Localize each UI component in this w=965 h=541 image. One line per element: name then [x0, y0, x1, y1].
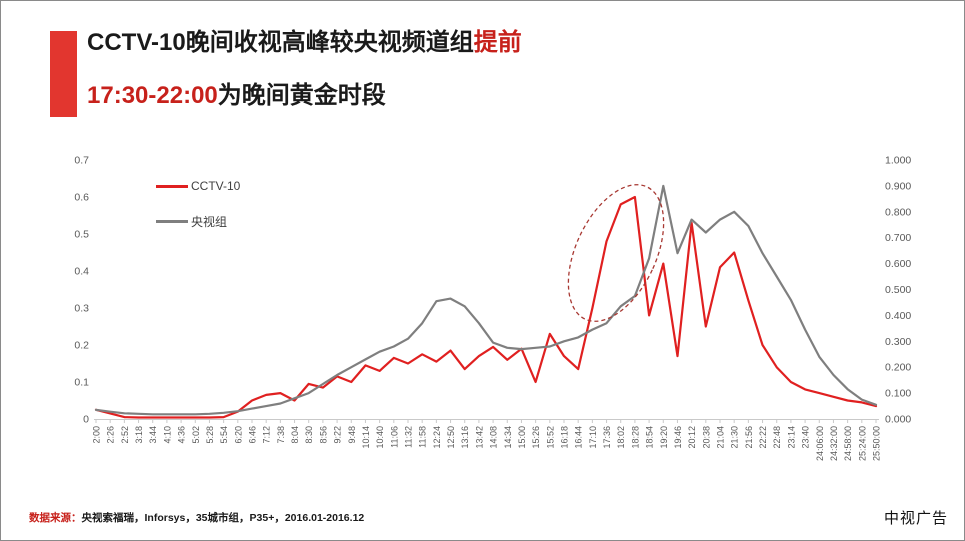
right-axis-tick-label: 0.400	[885, 310, 911, 322]
right-axis-tick-label: 1.000	[885, 155, 911, 167]
right-axis-tick-label: 0.800	[885, 206, 911, 218]
title-line-1: CCTV-10晚间收视高峰较央视频道组提前	[87, 28, 522, 58]
x-tick-label: 8:56	[318, 426, 328, 444]
x-tick-label: 12:24	[432, 426, 442, 449]
cctv10-series-line	[94, 195, 878, 419]
x-tick-label: 9:22	[333, 426, 343, 444]
title-line1-black: CCTV-10晚间收视高峰较央视频道组	[87, 29, 474, 56]
x-tick-label: 25:24:00	[857, 426, 867, 461]
x-tick-label: 15:00	[517, 426, 527, 449]
x-tick-label: 24:58:00	[843, 426, 853, 461]
x-tick-label: 7:38	[276, 426, 286, 444]
x-tick-label: 5:54	[219, 426, 229, 444]
x-tick-label: 11:32	[404, 426, 414, 448]
x-tick-label: 19:20	[659, 426, 669, 449]
x-tick-label: 23:40	[801, 426, 811, 449]
right-axis-tick-label: 0.700	[885, 232, 911, 244]
data-source-prefix: 数据来源：	[29, 512, 82, 524]
title-line1-red: 提前	[473, 29, 522, 56]
x-tick-label: 18:28	[630, 426, 640, 449]
right-axis-tick-label: 0.200	[885, 362, 911, 374]
x-tick-label: 17:36	[602, 426, 612, 449]
x-tick-label: 18:54	[645, 426, 655, 449]
x-tick-label: 10:40	[375, 426, 385, 449]
right-axis-tick-label: 0.300	[885, 336, 911, 348]
x-tick-label: 13:42	[474, 426, 484, 449]
chart-legend: CCTV-10 央视组	[156, 179, 240, 229]
x-tick-label: 19:46	[673, 426, 683, 449]
brand-watermark: 中视广告	[883, 510, 948, 527]
left-axis-tick-label: 0.3	[74, 303, 89, 315]
x-tick-label: 25:50:00	[872, 426, 882, 461]
x-tick-label: 24:06:00	[815, 426, 825, 461]
left-axis-tick-label: 0.5	[74, 229, 89, 241]
x-tick-label: 21:30	[730, 426, 740, 449]
x-tick-label: 21:56	[744, 426, 754, 449]
x-tick-label: 6:46	[248, 426, 258, 444]
x-tick-label: 5:28	[205, 426, 215, 444]
left-axis-tick-label: 0.4	[74, 266, 89, 278]
x-tick-label: 15:26	[531, 426, 541, 449]
cctv10-line-swatch-icon	[156, 184, 188, 188]
x-tick-label: 13:16	[460, 426, 470, 449]
x-tick-label: 15:52	[545, 426, 555, 449]
x-tick-label: 18:02	[616, 426, 626, 449]
left-axis-tick-label: 0.1	[74, 377, 89, 389]
x-tick-label: 7:12	[262, 426, 272, 444]
cctv-group-line-swatch-icon	[156, 219, 188, 223]
x-tick-label: 22:48	[772, 426, 782, 449]
x-tick-label: 24:32:00	[829, 426, 839, 461]
title-line2-red: 17:30-22:00	[87, 82, 218, 109]
x-tick-label: 9:48	[347, 426, 357, 444]
right-axis-tick-label: 0.500	[885, 284, 911, 296]
x-tick-label: 16:44	[574, 426, 584, 449]
right-axis-tick-label: 0.600	[885, 258, 911, 270]
x-tick-label: 3:18	[134, 426, 144, 444]
x-tick-label: 23:14	[786, 426, 796, 449]
x-tick-label: 22:22	[758, 426, 768, 449]
legend-label-cctv-group: 央视组	[191, 214, 228, 229]
title-accent-bar	[50, 31, 77, 117]
x-tick-label: 17:10	[588, 426, 598, 449]
x-tick-label: 6:20	[233, 426, 243, 444]
right-axis-tick-label: 0.000	[885, 414, 911, 426]
left-axis-tick-label: 0.7	[74, 155, 89, 167]
x-tick-label: 16:18	[560, 426, 570, 449]
legend-label-cctv10: CCTV-10	[191, 179, 241, 193]
x-tick-label: 8:04	[290, 426, 300, 444]
data-source-note: 数据来源：央视索福瑞，Inforsys，35城市组，P35+，2016.01-2…	[29, 510, 364, 525]
x-tick-label: 2:26	[106, 426, 116, 444]
cctv-group-series-line	[94, 184, 878, 416]
right-axis-tick-label: 0.900	[885, 180, 911, 192]
left-axis-tick-label: 0	[83, 414, 89, 426]
x-tick-label: 12:50	[446, 426, 456, 449]
x-tick-label: 4:36	[177, 426, 187, 444]
title-line-2: 17:30-22:00为晚间黄金时段	[87, 81, 522, 111]
right-axis-tick-label: 0.100	[885, 388, 911, 400]
x-tick-label: 21:04	[716, 426, 726, 449]
x-tick-label: 10:14	[361, 426, 371, 449]
legend-item-cctv-group: 央视组	[156, 214, 240, 229]
x-tick-label: 20:12	[687, 426, 697, 449]
x-tick-label: 5:02	[191, 426, 201, 444]
left-axis-tick-label: 0.6	[74, 192, 89, 204]
left-axis-tick-label: 0.2	[74, 340, 89, 352]
data-source-text: 央视索福瑞，Inforsys，35城市组，P35+，2016.01-2016.1…	[81, 512, 365, 524]
x-tick-label: 20:38	[701, 426, 711, 449]
x-tick-label: 11:06	[389, 426, 399, 448]
x-tick-label: 2:00	[92, 426, 102, 444]
x-tick-label: 14:08	[489, 426, 499, 449]
title-line2-black: 为晚间黄金时段	[217, 82, 386, 109]
x-tick-label: 14:34	[503, 426, 513, 449]
x-tick-label: 8:30	[304, 426, 314, 444]
legend-item-cctv10: CCTV-10	[156, 179, 240, 193]
x-tick-label: 4:10	[162, 426, 172, 444]
x-tick-label: 11:58	[418, 426, 428, 448]
page-title: CCTV-10晚间收视高峰较央视频道组提前 17:30-22:00为晚间黄金时段	[87, 28, 522, 111]
x-tick-label: 2:52	[120, 426, 130, 444]
x-tick-label: 3:44	[148, 426, 158, 444]
